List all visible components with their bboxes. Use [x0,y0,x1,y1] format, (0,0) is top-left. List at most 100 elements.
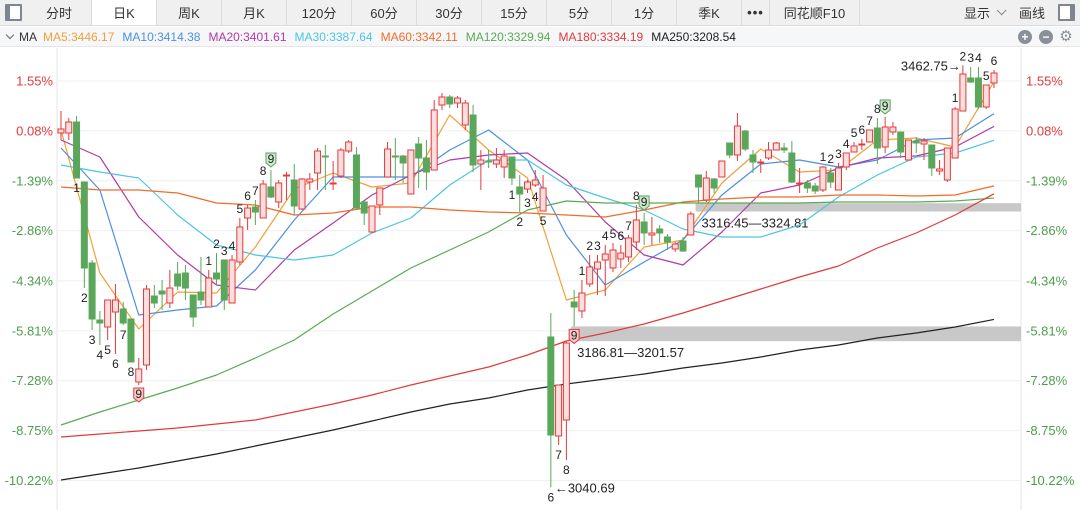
candle-body [617,252,625,260]
candle-body [228,259,236,304]
td-count-label: 5 [104,343,111,357]
y-tick-label-left: 1.55% [16,73,53,88]
candle-down [150,285,158,308]
more-periods-button[interactable]: ••• [742,0,770,25]
candle-body [982,84,990,108]
candle-up [757,159,765,173]
candle-body [213,272,220,280]
y-tick-label-left: -7.28% [12,373,54,388]
candle-down [469,105,477,172]
y-tick-label-left: -10.22% [5,473,54,488]
candle-up [858,139,866,150]
candle-up [298,178,306,210]
candle-down [780,143,788,153]
candle-up [819,166,827,192]
candle-body [407,149,415,195]
tab-period[interactable]: 分时 [27,0,92,25]
td-count-label: 3 [221,244,228,258]
candle-down [391,138,399,180]
badge-shape [568,328,580,345]
candle-down [446,95,454,108]
tab-period[interactable]: 15分 [482,0,547,25]
display-dropdown[interactable]: 显示 [956,0,1011,25]
y-tick-label-left: -8.75% [12,423,54,438]
candle-down [741,130,749,151]
candle-body [104,299,112,328]
candle-up [578,280,586,318]
candle-body [710,178,718,189]
candle-body [516,186,524,195]
ma-label: MA [19,29,37,44]
candle-body [143,288,151,366]
period-toolbar: 分时 日K 周K 月K 120分 60分 30分 15分 5分 1分 季K ••• 同花顺F10 显… [0,0,1080,26]
td-count-label: 7 [866,114,873,128]
left-panel-toggle-icon[interactable] [0,0,27,25]
candle-body [65,121,73,134]
candle-body [687,213,695,236]
candle-body [796,182,804,185]
td-count-label: 6 [547,490,554,504]
candle-body [765,149,773,159]
candle-body [531,179,539,186]
ma-indicator-toggle[interactable]: MA [5,30,37,44]
candle-body [578,292,586,312]
tab-period[interactable]: 周K [157,0,222,25]
ma-line-ma30 [60,139,995,261]
tab-period[interactable]: 1分 [612,0,677,25]
candle-body [345,141,353,152]
candle-up [889,122,897,135]
td-count-label: 4 [97,348,104,362]
candle-body [936,168,944,172]
candle-body [290,179,298,207]
candle-down [974,67,982,109]
td-count-label: 5 [851,126,858,140]
tab-period[interactable]: 60分 [352,0,417,25]
ma-line-ma60 [60,185,995,218]
candle-body [430,109,438,171]
td-count-label: 8 [260,164,267,178]
tab-period[interactable]: 30分 [417,0,482,25]
candle-up [609,243,617,272]
candle-up [166,270,174,308]
candle-body [656,228,664,234]
candle-body [695,174,703,188]
candle-body [461,102,469,126]
zoom-in-icon[interactable]: + [1018,30,1032,44]
candle-up [772,142,780,151]
draw-line-button[interactable]: 画线 [1018,6,1045,21]
candle-up [461,100,469,130]
settings-gear-icon[interactable]: ⚙ [1059,28,1073,45]
tab-period[interactable]: 日K [92,0,157,25]
f10-button[interactable]: 同花顺F10 [770,0,860,25]
zoom-out-icon[interactable]: − [1039,30,1053,44]
y-tick-label-right: -4.34% [1026,273,1068,288]
ma-line-ma120 [60,197,995,426]
candle-up [205,270,213,308]
td-count-label: 7 [252,184,259,198]
candle-body [259,183,267,219]
tab-period[interactable]: 5分 [547,0,612,25]
candle-down [360,201,368,225]
candle-down [710,178,718,193]
candle-up [500,150,508,178]
kline-chart[interactable]: 1.55% 1.55% 0.08% 0.08% -1.39% -1.39% -2.86% -2… [0,48,1080,510]
td-count-label: 7 [120,328,127,342]
y-tick-label-left: 0.08% [16,123,53,138]
td-count-label: 5 [540,214,547,228]
candle-down [726,142,734,158]
tab-period[interactable]: 120分 [287,0,352,25]
ma-value-label: MA20:3401.61 [208,29,287,44]
tab-period[interactable]: 季K [677,0,742,25]
candle-up [601,245,609,296]
right-panel-toggle-icon[interactable] [1053,0,1080,25]
candle-body [352,154,360,209]
candle-down [663,234,671,250]
candle-body [337,149,345,177]
tab-period[interactable]: 月K [222,0,287,25]
td-count-label: 5 [983,69,990,83]
td-count-label: 1 [73,181,80,195]
candle-body [244,207,252,219]
gap-zone-band [571,326,1021,342]
chevron-down-icon [5,30,15,40]
candle-down [656,225,664,243]
